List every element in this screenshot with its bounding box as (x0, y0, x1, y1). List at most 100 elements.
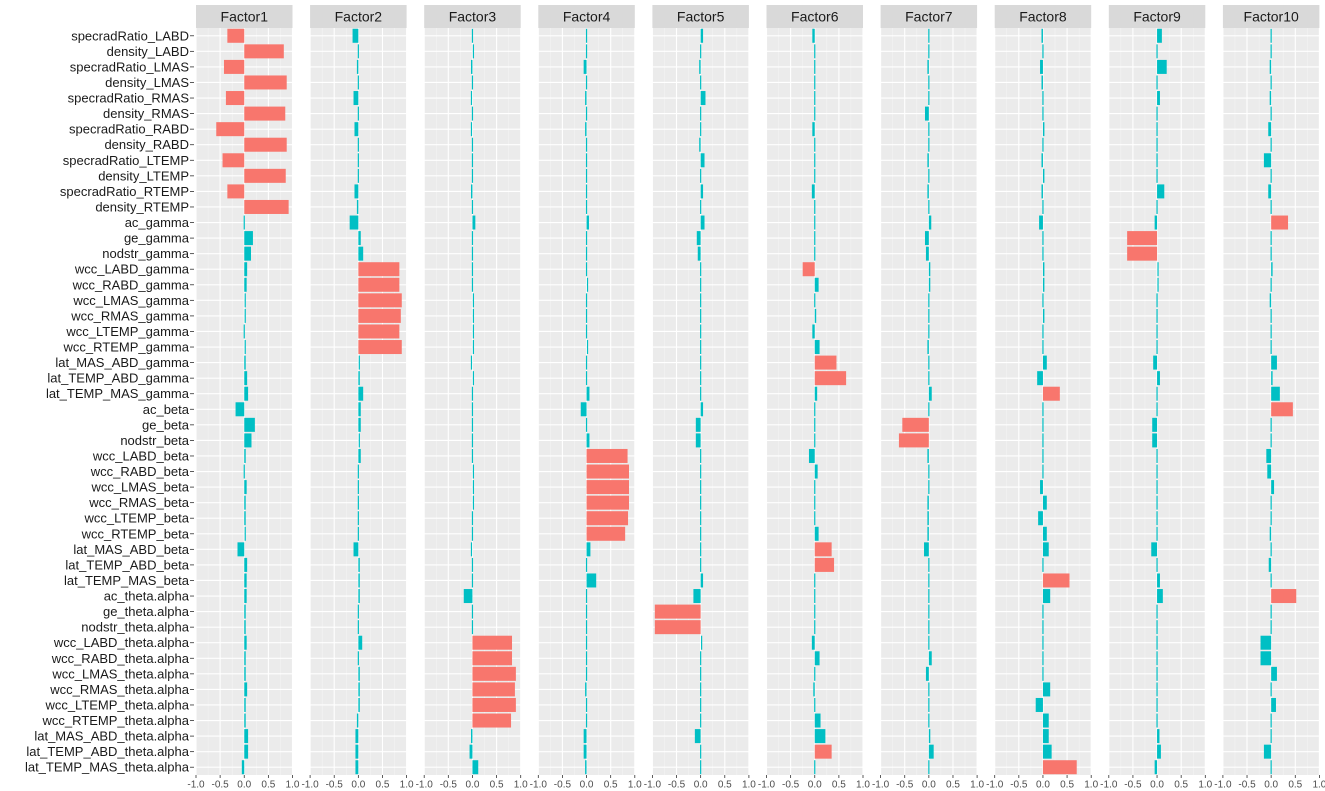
bar-factor1-ge_gamma (244, 231, 253, 246)
bar-factor3-wcc_RMAS_beta (472, 495, 475, 510)
bar-factor7-lat_TEMP_MAS_beta (928, 573, 930, 588)
bar-factor2-lat_TEMP_ABD_beta (358, 557, 360, 572)
bar-factor2-ac_gamma (349, 215, 359, 230)
row-label-wcc_RTEMP_gamma: wcc_RTEMP_gamma (63, 340, 190, 355)
row-label-wcc_RABD_theta-alpha: wcc_RABD_theta.alpha (51, 651, 190, 666)
bar-factor9-specradRatio_RMAS (1157, 91, 1160, 106)
bar-factor6-lat_TEMP_ABD_gamma (814, 371, 847, 386)
bar-factor3-lat_TEMP_MAS_beta (471, 573, 474, 588)
bar-factor3-wcc_RABD_theta-alpha (472, 651, 513, 666)
bar-factor10-specradRatio_LTEMP (1263, 153, 1272, 168)
x-tick-label: 0.5 (1174, 780, 1188, 791)
bar-factor2-specradRatio_LTEMP (357, 153, 359, 168)
bar-factor6-specradRatio_LABD (812, 28, 815, 43)
bar-factor6-wcc_LABD_gamma (802, 262, 815, 277)
bar-factor3-density_LMAS (471, 75, 474, 90)
bar-factor5-nodstr_beta (695, 433, 701, 448)
bar-factor10-wcc_LMAS_theta-alpha (1271, 666, 1277, 681)
bar-factor3-lat_TEMP_ABD_theta-alpha (469, 744, 473, 759)
bar-factor8-wcc_RTEMP_beta (1042, 526, 1047, 541)
facet-strip-factor8 (994, 5, 1092, 28)
x-tick-label: 1.0 (742, 780, 756, 791)
bar-factor10-lat_TEMP_MAS_gamma (1271, 386, 1280, 401)
bar-factor8-density_RABD (1042, 137, 1044, 152)
bar-factor2-lat_MAS_ABD_gamma (358, 355, 360, 370)
bar-factor8-lat_TEMP_ABD_beta (1042, 557, 1044, 572)
bar-factor2-wcc_RTEMP_gamma (358, 340, 402, 355)
bar-factor8-wcc_RMAS_beta (1042, 495, 1047, 510)
row-label-lat_MAS_ABD_gamma: lat_MAS_ABD_gamma (55, 355, 189, 370)
bar-factor7-ac_gamma (928, 215, 932, 230)
bar-factor1-lat_TEMP_MAS_gamma (244, 386, 249, 401)
bar-factor3-wcc_RMAS_theta-alpha (472, 682, 515, 697)
bar-factor3-specradRatio_LTEMP (471, 153, 474, 168)
bar-factor8-density_LMAS (1041, 75, 1043, 90)
bar-factor10-nodstr_beta (1270, 433, 1272, 448)
x-tick-label: -1.0 (644, 780, 662, 791)
bar-factor8-wcc_LMAS_gamma (1042, 293, 1044, 308)
bar-factor9-wcc_LMAS_beta (1156, 480, 1158, 495)
bar-factor2-density_RTEMP (356, 199, 359, 214)
bar-factor4-density_LMAS (585, 75, 588, 90)
x-tick-label: 1.0 (400, 780, 414, 791)
bar-factor9-lat_MAS_ABD_beta (1151, 542, 1158, 557)
bar-factor3-lat_TEMP_ABD_gamma (472, 371, 475, 386)
bar-factor6-wcc_RMAS_gamma (814, 308, 817, 323)
bar-factor5-lat_TEMP_ABD_gamma (700, 371, 702, 386)
row-label-nodstr_theta-alpha: nodstr_theta.alpha (81, 620, 189, 635)
bar-factor5-density_RABD (699, 137, 701, 152)
bar-factor3-density_LABD (472, 44, 475, 59)
x-tick-label: 1.0 (628, 780, 642, 791)
bar-factor9-wcc_LABD_beta (1156, 448, 1158, 463)
facet-label-factor6: Factor6 (791, 9, 839, 25)
bar-factor2-wcc_RTEMP_beta (357, 526, 359, 541)
bar-factor6-wcc_RMAS_theta-alpha (813, 682, 815, 697)
bar-factor6-wcc_LMAS_beta (814, 480, 816, 495)
bar-factor4-wcc_LMAS_gamma (585, 293, 588, 308)
row-label-wcc_RTEMP_beta: wcc_RTEMP_beta (81, 526, 190, 541)
row-label-lat_TEMP_MAS_beta: lat_TEMP_MAS_beta (64, 573, 190, 588)
x-tick-label: 1.0 (1312, 780, 1325, 791)
row-label-nodstr_beta: nodstr_beta (120, 433, 189, 448)
bar-factor5-wcc_RABD_beta (700, 464, 702, 479)
row-label-density_LMAS: density_LMAS (105, 75, 189, 90)
bar-factor3-specradRatio_RMAS (470, 91, 473, 106)
bar-factor1-lat_TEMP_MAS_theta-alpha (241, 760, 245, 775)
bar-factor7-lat_TEMP_MAS_theta-alpha (928, 760, 930, 775)
bar-factor3-wcc_LMAS_theta-alpha (472, 666, 516, 681)
bar-factor8-wcc_LTEMP_gamma (1042, 324, 1044, 339)
row-label-wcc_RABD_beta: wcc_RABD_beta (90, 464, 190, 479)
bar-factor1-wcc_LABD_gamma (244, 262, 248, 277)
bar-factor2-wcc_RMAS_beta (357, 495, 359, 510)
bar-factor9-nodstr_beta (1152, 433, 1158, 448)
x-tick-label: 0.5 (718, 780, 732, 791)
row-label-density_LTEMP: density_LTEMP (98, 168, 189, 183)
bar-factor1-ac_theta-alpha (244, 589, 247, 604)
bar-factor9-wcc_LABD_theta-alpha (1156, 635, 1158, 650)
bar-factor3-lat_MAS_ABD_theta-alpha (471, 729, 473, 744)
bar-factor5-ge_gamma (696, 231, 701, 246)
bar-factor1-wcc_LABD_beta (244, 448, 246, 463)
bar-factor3-ac_theta-alpha (463, 589, 473, 604)
bar-factor4-density_RTEMP (585, 199, 588, 214)
bar-factor9-specradRatio_LMAS (1157, 59, 1167, 74)
bar-factor3-wcc_LTEMP_gamma (472, 324, 475, 339)
bar-factor4-specradRatio_LMAS (583, 59, 587, 74)
row-label-lat_TEMP_MAS_theta-alpha: lat_TEMP_MAS_theta.alpha (25, 760, 190, 775)
bar-factor8-specradRatio_RABD (1042, 122, 1045, 137)
bar-factor10-wcc_LMAS_gamma (1269, 293, 1272, 308)
bar-factor4-ge_theta-alpha (585, 604, 588, 619)
bar-factor5-wcc_RMAS_theta-alpha (700, 682, 702, 697)
bar-factor3-nodstr_beta (471, 433, 474, 448)
bar-factor8-wcc_RABD_theta-alpha (1042, 651, 1044, 666)
facet-label-factor9: Factor9 (1133, 9, 1181, 25)
bar-factor8-specradRatio_RMAS (1042, 91, 1044, 106)
bar-factor7-lat_TEMP_ABD_gamma (928, 371, 930, 386)
bar-factor10-specradRatio_LMAS (1269, 59, 1272, 74)
bar-factor7-specradRatio_RTEMP (927, 184, 929, 199)
bar-factor10-wcc_RABD_theta-alpha (1260, 651, 1272, 666)
bar-factor8-wcc_LABD_theta-alpha (1042, 635, 1044, 650)
bar-factor6-wcc_LTEMP_theta-alpha (814, 697, 816, 712)
row-label-ac_beta: ac_beta (143, 402, 190, 417)
bar-factor1-wcc_RTEMP_theta-alpha (244, 713, 246, 728)
